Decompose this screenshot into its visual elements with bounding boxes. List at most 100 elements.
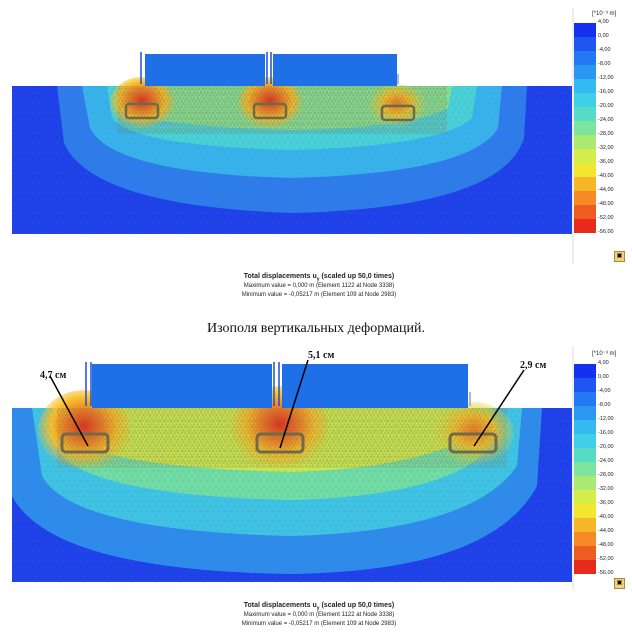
legend-swatch (574, 378, 596, 392)
legend-swatch (574, 107, 596, 121)
load-arrows-top (140, 52, 399, 84)
legend-swatch (574, 191, 596, 205)
legend-swatch (574, 177, 596, 191)
legend-swatch (574, 462, 596, 476)
legend-tick-label: -20,00 (598, 444, 614, 450)
footing-right (448, 432, 498, 454)
legend-tick-label: -24,00 (598, 117, 614, 123)
legend-swatch (574, 503, 596, 518)
legend-swatch (574, 135, 596, 149)
legend-tick-label: -28,00 (598, 131, 614, 137)
legend-swatch (574, 476, 596, 490)
footing-right (380, 104, 416, 122)
legend-swatch (574, 364, 596, 378)
legend-swatch (574, 532, 596, 546)
legend-tick-label: -56,00 (598, 570, 614, 576)
legend-tick-label: -28,00 (598, 472, 614, 478)
legend-top: [*10⁻³ m] 4,00 0,00 -4,00 -8,00 -12,00 -16,00… (574, 8, 626, 264)
displacement-contour-bottom (12, 346, 626, 590)
legend-lock-icon[interactable]: ▣ (614, 578, 625, 589)
legend-tick-label: -16,00 (598, 430, 614, 436)
legend-swatch (574, 205, 596, 219)
legend-tick-label: 4,00 (598, 360, 609, 366)
legend-swatch (574, 433, 596, 448)
legend-tick-label: -36,00 (598, 159, 614, 165)
annotation-middle: 5,1 см (308, 350, 335, 361)
legend-tick-label: -32,00 (598, 486, 614, 492)
legend-tick-label: -12,00 (598, 75, 614, 81)
legend-swatch (574, 37, 596, 51)
legend-tick-label: -48,00 (598, 201, 614, 207)
legend-swatch (574, 518, 596, 532)
caption-bottom: Total displacements uy (scaled up 50,0 t… (12, 602, 626, 629)
leader-left (49, 375, 89, 447)
legend-color-bar (574, 23, 596, 233)
footing-middle (252, 102, 288, 120)
legend-tick-label: -44,00 (598, 528, 614, 534)
legend-unit: [*10⁻³ m] (592, 351, 617, 357)
legend-ticks: 4,00 0,00 -4,00 -8,00 -12,00 -16,00 -20,00 -24,… (598, 360, 626, 580)
max-value-line: Maximum value = 0,000 m (Element 1122 at… (243, 283, 395, 290)
figure-title: Изополя вертикальных деформаций. (207, 321, 425, 336)
legend-swatch (574, 448, 596, 462)
plot-panel-top: [*10⁻³ m] 4,00 0,00 -4,00 -8,00 -12,00 -16,00… (12, 8, 626, 308)
legend-swatch (574, 149, 596, 163)
footing-left (124, 102, 160, 120)
legend-tick-label: -8,00 (598, 61, 611, 67)
load-block-left[interactable] (145, 54, 265, 86)
load-block-right[interactable] (273, 54, 397, 86)
legend-tick-label: -40,00 (598, 514, 614, 520)
legend-swatch (574, 23, 596, 37)
legend-swatch (574, 420, 596, 434)
annotation-left: 4,7 см (40, 370, 67, 381)
min-value-line: Minimum value = -0,05217 m (Element 109 … (241, 292, 397, 299)
footing-middle (255, 432, 305, 454)
fe-mesh-coarse (12, 86, 572, 234)
legend-ticks: 4,00 0,00 -4,00 -8,00 -12,00 -16,00 -20,00 -24,… (598, 19, 626, 239)
leader-right (473, 369, 525, 447)
caption-top: Total displacements uy (scaled up 50,0 t… (12, 273, 626, 300)
legend-swatch (574, 219, 596, 233)
legend-lock-icon[interactable]: ▣ (614, 251, 625, 262)
legend-tick-label: -8,00 (598, 402, 611, 408)
legend-tick-label: -32,00 (598, 145, 614, 151)
min-value-line: Minimum value = -0,05217 m (Element 109 … (241, 621, 397, 628)
legend-swatch (574, 560, 596, 574)
legend-bottom: [*10⁻³ m] 4,00 0,00 -4,00 -8,00 -12,00 -16,00… (574, 346, 626, 590)
legend-tick-label: -36,00 (598, 500, 614, 506)
legend-unit: [*10⁻³ m] (592, 11, 617, 17)
plot-panel-bottom: 4,7 см 5,1 см 2,9 см [*10⁻³ m] 4,00 0,00 -… (12, 346, 626, 640)
legend-tick-label: 4,00 (598, 19, 609, 25)
legend-tick-label: 0,00 (598, 374, 609, 380)
legend-swatch (574, 392, 596, 406)
legend-tick-label: -52,00 (598, 215, 614, 221)
legend-swatch (574, 490, 596, 504)
legend-tick-label: -4,00 (598, 388, 611, 394)
legend-tick-label: -16,00 (598, 89, 614, 95)
legend-swatch (574, 79, 596, 93)
legend-swatch (574, 162, 596, 177)
legend-tick-label: -52,00 (598, 556, 614, 562)
legend-tick-label: 0,00 (598, 33, 609, 39)
legend-tick-label: -40,00 (598, 173, 614, 179)
leader-middle (279, 359, 309, 449)
legend-tick-label: -20,00 (598, 103, 614, 109)
legend-swatch (574, 546, 596, 560)
legend-swatch (574, 65, 596, 79)
legend-color-bar (574, 364, 596, 574)
fe-mesh-coarse (12, 408, 572, 582)
legend-swatch (574, 51, 596, 65)
load-arrows-bottom (85, 362, 471, 406)
legend-swatch (574, 121, 596, 135)
legend-swatch (574, 406, 596, 420)
load-block-right[interactable] (282, 364, 468, 408)
load-block-left[interactable] (92, 364, 272, 408)
legend-tick-label: -12,00 (598, 416, 614, 422)
legend-tick-label: -44,00 (598, 187, 614, 193)
legend-tick-label: -48,00 (598, 542, 614, 548)
legend-tick-label: -56,00 (598, 229, 614, 235)
displacement-contour-top (12, 8, 626, 264)
footing-left (60, 432, 110, 454)
annotation-right: 2,9 см (520, 360, 547, 371)
legend-tick-label: -24,00 (598, 458, 614, 464)
